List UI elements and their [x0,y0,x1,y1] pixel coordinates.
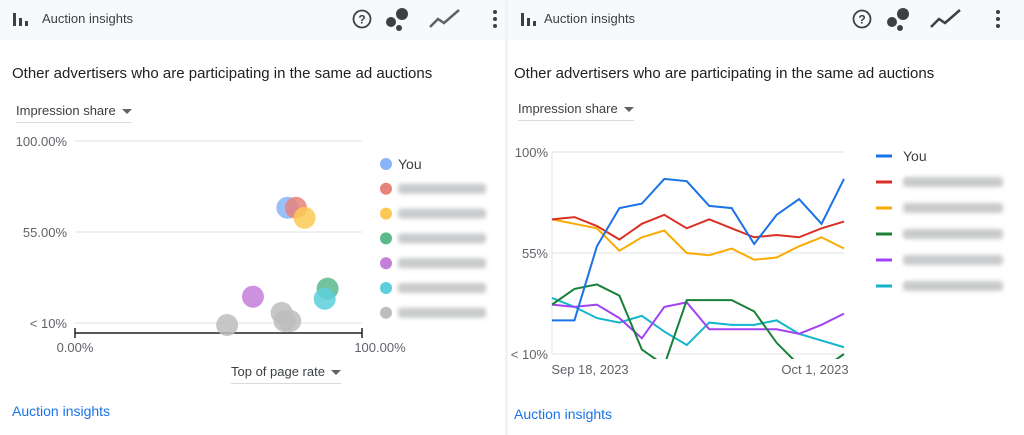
x-tick-label: 100.00% [354,340,406,355]
y-tick-label: 55% [522,246,548,261]
y-tick-label: 100.00% [16,134,68,149]
line-chart-icon[interactable] [929,8,963,30]
line-chart: 100% 55% < 10%Sep 18, 2023 Oct 1, 2023 You [511,145,1003,377]
bubble-chart-icon[interactable] [384,6,410,32]
data-point [216,314,239,337]
series-line [551,218,845,261]
series-line [551,213,845,241]
series-group [551,177,845,359]
x-metric-selector[interactable]: Top of page rate [231,364,341,384]
card-header: Auction insights ? [508,0,1024,40]
x-tick-label: Sep 18, 2023 [551,362,628,377]
y-tick-label: 100% [515,145,549,160]
legend-label-redacted [903,255,1003,265]
line-chart-icon[interactable] [428,8,462,30]
legend-label: You [398,156,422,172]
panel-divider [505,0,508,435]
auction-insights-link[interactable]: Auction insights [514,406,613,422]
auction-insights-card-left: Auction insights ? Other advertisers who… [0,0,505,435]
data-point [279,309,302,332]
y-metric-selector[interactable]: Impression share [16,103,132,123]
auction-insights-link[interactable]: Auction insights [12,403,111,419]
help-icon[interactable]: ? [351,8,373,30]
legend-swatch [380,207,392,220]
y-tick-label: < 10% [511,347,549,362]
legend-label-redacted [398,208,486,219]
bar-chart-icon [13,13,28,26]
y-tick-label: < 10% [30,316,68,331]
legend-swatch [380,282,392,294]
legend-label-redacted [903,229,1003,239]
legend-swatch [380,257,392,270]
x-tick-label: Oct 1, 2023 [781,362,848,377]
y-metric-label: Impression share [16,103,116,118]
legend-swatch [380,182,392,195]
scatter-chart: 100.00% 55.00% < 10% 0.00% 100.00% You [16,134,486,355]
auction-insights-card-right: Auction insights ? Other advertisers who… [508,0,1024,435]
series-line [551,283,845,359]
legend-label-redacted [398,258,486,269]
card-subtitle: Other advertisers who are participating … [12,65,433,82]
caret-down-icon [330,370,341,376]
y-metric-label: Impression share [518,101,618,116]
series-line [552,177,845,322]
more-vert-icon[interactable] [993,8,1003,30]
svg-text:?: ? [858,13,865,27]
x-tick-label: 0.00% [57,340,94,355]
legend-label-redacted [903,203,1003,213]
bar-chart-icon [521,13,536,26]
legend-label-redacted [398,183,486,194]
data-point [313,287,336,310]
legend-label-redacted [398,307,486,318]
more-vert-icon[interactable] [490,8,500,30]
data-point [293,206,316,229]
caret-down-icon [623,107,634,113]
help-icon[interactable]: ? [851,8,873,30]
legend-label-redacted [398,233,486,244]
caret-down-icon [121,109,132,115]
bubble-chart-icon[interactable] [885,6,911,32]
svg-text:?: ? [358,13,365,27]
series-line [551,296,845,349]
card-title: Auction insights [544,11,636,26]
y-tick-label: 55.00% [23,225,68,240]
x-metric-label: Top of page rate [231,364,325,379]
legend-label-redacted [903,281,1003,291]
card-title: Auction insights [42,11,134,26]
legend-swatch [380,232,392,245]
legend-swatch [380,158,392,170]
legend-label: You [903,148,927,164]
card-header: Auction insights ? [0,0,505,40]
y-metric-selector[interactable]: Impression share [518,101,634,121]
series-line [551,301,845,340]
data-point [241,285,264,308]
legend-label-redacted [903,177,1003,187]
card-subtitle: Other advertisers who are participating … [514,65,935,82]
legend-label-redacted [398,283,486,293]
legend-swatch [380,306,392,319]
